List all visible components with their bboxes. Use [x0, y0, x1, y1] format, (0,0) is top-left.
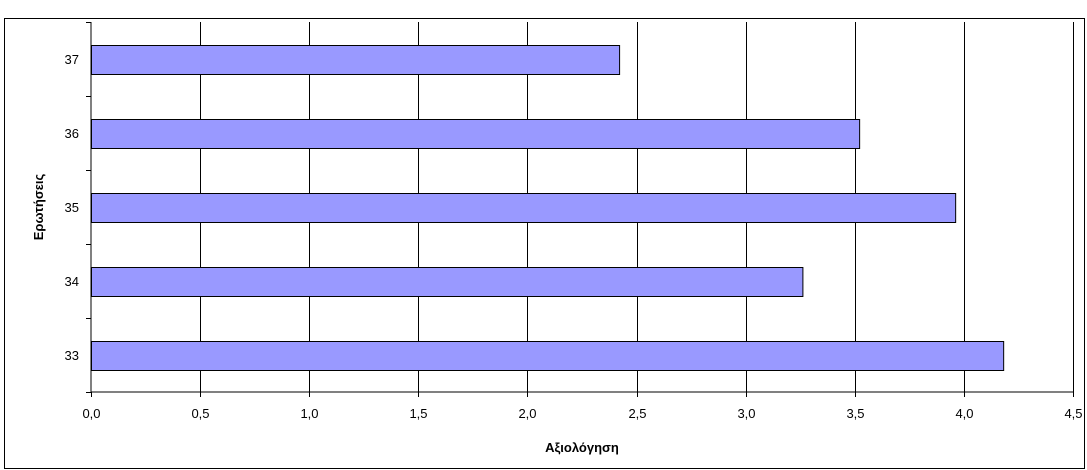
y-axis-title: Ερωτήσεις: [31, 174, 46, 241]
axes: [86, 22, 1074, 397]
x-tick-labels: 0,0 0,5 1,0 1,5 2,0 2,5 3,0 3,5 4,0 4,5: [82, 406, 1082, 421]
x-tick-label: 2,5: [628, 406, 646, 421]
bar: [91, 119, 861, 149]
bar: [91, 193, 957, 223]
x-axis-title: Αξιολόγηση: [545, 440, 619, 455]
x-tick-label: 0,5: [191, 406, 209, 421]
bar: [91, 341, 1005, 371]
y-tick-label: 33: [65, 348, 79, 363]
x-tick-label: 4,5: [1064, 406, 1082, 421]
chart-frame: [4, 18, 1085, 469]
y-tick-label: 36: [65, 126, 79, 141]
bar: [91, 267, 804, 297]
x-tick-label: 3,5: [846, 406, 864, 421]
x-tick-label: 0,0: [82, 406, 100, 421]
y-tick-labels: 33 34 35 36 37: [65, 52, 79, 363]
x-tick-label: 1,5: [409, 406, 427, 421]
y-tick-label: 37: [65, 52, 79, 67]
bars: [91, 45, 1005, 371]
x-tick-label: 2,0: [518, 406, 536, 421]
bar: [91, 45, 621, 75]
x-tick-label: 1,0: [300, 406, 318, 421]
x-tick-label: 4,0: [955, 406, 973, 421]
y-tick-label: 34: [65, 274, 79, 289]
x-tick-label: 3,0: [737, 406, 755, 421]
y-tick-label: 35: [65, 200, 79, 215]
